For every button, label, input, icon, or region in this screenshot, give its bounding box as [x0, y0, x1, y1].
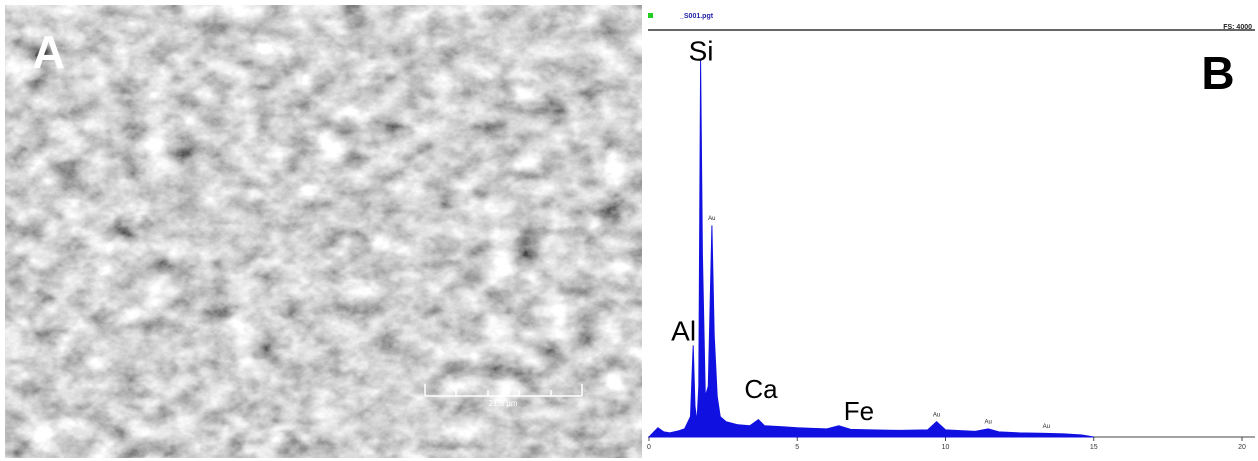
- full-scale: FS: 4000: [1223, 24, 1252, 31]
- scale-bar: [424, 384, 583, 397]
- peak-label: Au: [985, 419, 992, 425]
- status-marker: [648, 13, 653, 18]
- sem-image: [5, 5, 642, 458]
- x-tick-label: 15: [1090, 444, 1098, 451]
- peak-label: Au: [933, 412, 940, 418]
- panel-label: A: [32, 26, 65, 78]
- x-tick-label: 10: [942, 444, 950, 451]
- peak-label: Si: [689, 35, 714, 66]
- scale-label: 21.3 µm: [488, 399, 517, 408]
- peak-label: Au: [1043, 424, 1050, 430]
- peak-label: Al: [671, 315, 696, 346]
- x-tick-label: 5: [795, 444, 799, 451]
- spectrum: 0 5 10 15 20 Si Al Ca Fe Au Au Au Au: [647, 35, 1255, 451]
- x-tick-label: 20: [1238, 444, 1246, 451]
- spectrum-area: [647, 60, 1094, 438]
- peak-label: Au: [708, 216, 715, 222]
- x-tick-label: 0: [647, 444, 651, 451]
- file-name: _S001.pgt: [679, 13, 714, 20]
- peak-label: Ca: [744, 374, 778, 404]
- peak-label: Fe: [844, 396, 874, 426]
- panel-label: B: [1201, 47, 1234, 99]
